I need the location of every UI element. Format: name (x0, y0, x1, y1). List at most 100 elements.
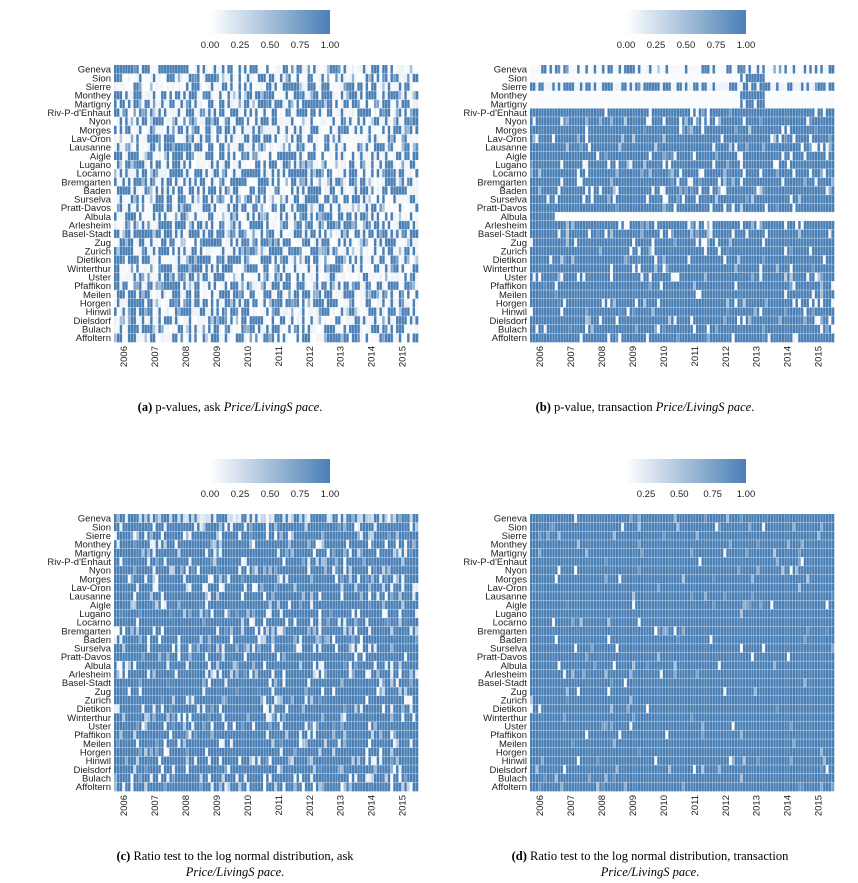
heatmap-cell (249, 142, 253, 152)
heatmap-cell (133, 316, 137, 325)
heatmap-cell (726, 160, 730, 170)
heatmap-cell (335, 116, 339, 126)
heatmap-cell (210, 108, 214, 118)
heatmap-cell (371, 290, 375, 300)
heatmap-cell (268, 238, 272, 248)
heatmap-cell (177, 220, 181, 230)
heatmap-cell (307, 203, 311, 213)
heatmap-cell (346, 125, 350, 135)
heatmap-cell (610, 151, 614, 161)
heatmap-cell (230, 134, 234, 144)
heatmap-cell (160, 99, 165, 109)
heatmap-cell (726, 116, 730, 126)
heatmap-cell (332, 272, 336, 282)
heatmap-cell (371, 272, 375, 282)
heatmap-cell (180, 246, 184, 256)
heatmap-cell (266, 255, 270, 265)
heatmap-cell (568, 125, 572, 135)
heatmap-cell (260, 316, 264, 325)
heatmap-cell (116, 151, 120, 161)
heatmap-cell (174, 73, 178, 83)
heatmap-cell (568, 90, 572, 100)
heatmap-cell (122, 168, 126, 178)
heatmap-cell (335, 65, 339, 74)
heatmap-cell (160, 212, 165, 222)
heatmap-cell (260, 220, 264, 230)
heatmap-cell (224, 142, 228, 152)
heatmap-cell (252, 324, 256, 334)
heatmap-cell (610, 90, 614, 100)
heatmap-cell (249, 290, 253, 300)
heatmap-cell (166, 281, 170, 291)
heatmap-cell (254, 65, 259, 74)
heatmap-cell (673, 108, 677, 118)
heatmap-cell (141, 160, 145, 170)
heatmap-cell (693, 151, 697, 161)
heatmap-cell (122, 134, 126, 144)
heatmap-cell (809, 73, 813, 83)
heatmap-cell (618, 134, 622, 144)
heatmap-cell (271, 116, 275, 126)
heatmap-cell (637, 151, 641, 161)
heatmap-cell (199, 203, 203, 213)
heatmap-cell (152, 246, 156, 256)
row-label: Meilen (83, 290, 111, 301)
heatmap-cell (296, 229, 300, 239)
heatmap-cell (745, 99, 749, 109)
heatmap-cell (224, 99, 228, 109)
heatmap-cell (232, 220, 236, 230)
heatmap-cell (202, 290, 206, 300)
heatmap-cell (404, 333, 408, 343)
heatmap-cell (125, 65, 129, 74)
heatmap-cell (811, 142, 815, 152)
heatmap-cell (335, 272, 339, 282)
heatmap-cell (196, 194, 200, 204)
heatmap-cell (690, 151, 694, 161)
heatmap-cell (734, 125, 738, 135)
heatmap-cell (568, 73, 572, 83)
heatmap-cell (149, 229, 153, 239)
heatmap-cell (601, 142, 605, 152)
heatmap-cell (662, 134, 666, 144)
heatmap-cell (163, 264, 167, 274)
heatmap-cell (346, 333, 350, 343)
heatmap-cell (579, 134, 583, 144)
heatmap-cell (593, 99, 597, 109)
heatmap-cell (346, 290, 350, 300)
heatmap-cell (147, 134, 151, 144)
heatmap-cell (412, 142, 416, 152)
heatmap-cell (227, 134, 231, 144)
heatmap-cell (376, 125, 380, 135)
heatmap-cell (127, 134, 131, 144)
heatmap-cell (166, 177, 170, 187)
heatmap-cell (384, 90, 388, 100)
heatmap-cell (728, 151, 733, 161)
heatmap-cell (290, 142, 294, 152)
heatmap-cell (246, 203, 250, 213)
row-label: Hinwil (86, 307, 111, 318)
heatmap-cell (393, 151, 397, 161)
heatmap-cell (288, 290, 292, 300)
heatmap-cell (737, 125, 741, 135)
heatmap-cell (767, 151, 771, 161)
heatmap-cell (596, 108, 600, 118)
heatmap-cell (202, 142, 206, 152)
heatmap-cell (230, 307, 234, 317)
heatmap-cell (368, 212, 372, 222)
heatmap-cell (324, 99, 328, 109)
heatmap-cell (136, 229, 140, 239)
heatmap-cell (243, 298, 247, 308)
heatmap-cell (368, 116, 372, 126)
heatmap-cell (310, 151, 314, 161)
heatmap-cell (357, 160, 361, 170)
heatmap-cell (163, 168, 167, 178)
heatmap-cell (301, 116, 305, 126)
heatmap-cell (155, 316, 159, 325)
heatmap-cell (753, 73, 757, 83)
heatmap-cell (191, 307, 195, 317)
heatmap-cell (825, 82, 829, 92)
heatmap-cell (373, 73, 377, 83)
heatmap-cell (618, 125, 622, 135)
heatmap-cell (279, 316, 283, 325)
heatmap-cell (152, 229, 156, 239)
